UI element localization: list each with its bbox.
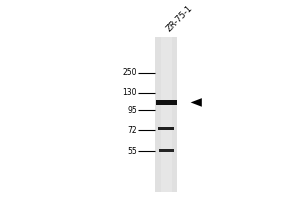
Bar — [156, 100, 177, 105]
Bar — [161, 37, 172, 192]
Text: ZR-75-1: ZR-75-1 — [164, 4, 194, 34]
Text: 95: 95 — [127, 106, 137, 115]
Text: 250: 250 — [122, 68, 137, 77]
Text: 130: 130 — [122, 88, 137, 97]
Bar — [159, 149, 174, 152]
Bar — [158, 127, 174, 130]
Bar — [155, 37, 177, 192]
Text: 55: 55 — [127, 147, 137, 156]
Polygon shape — [190, 98, 202, 107]
Text: 72: 72 — [127, 126, 137, 135]
